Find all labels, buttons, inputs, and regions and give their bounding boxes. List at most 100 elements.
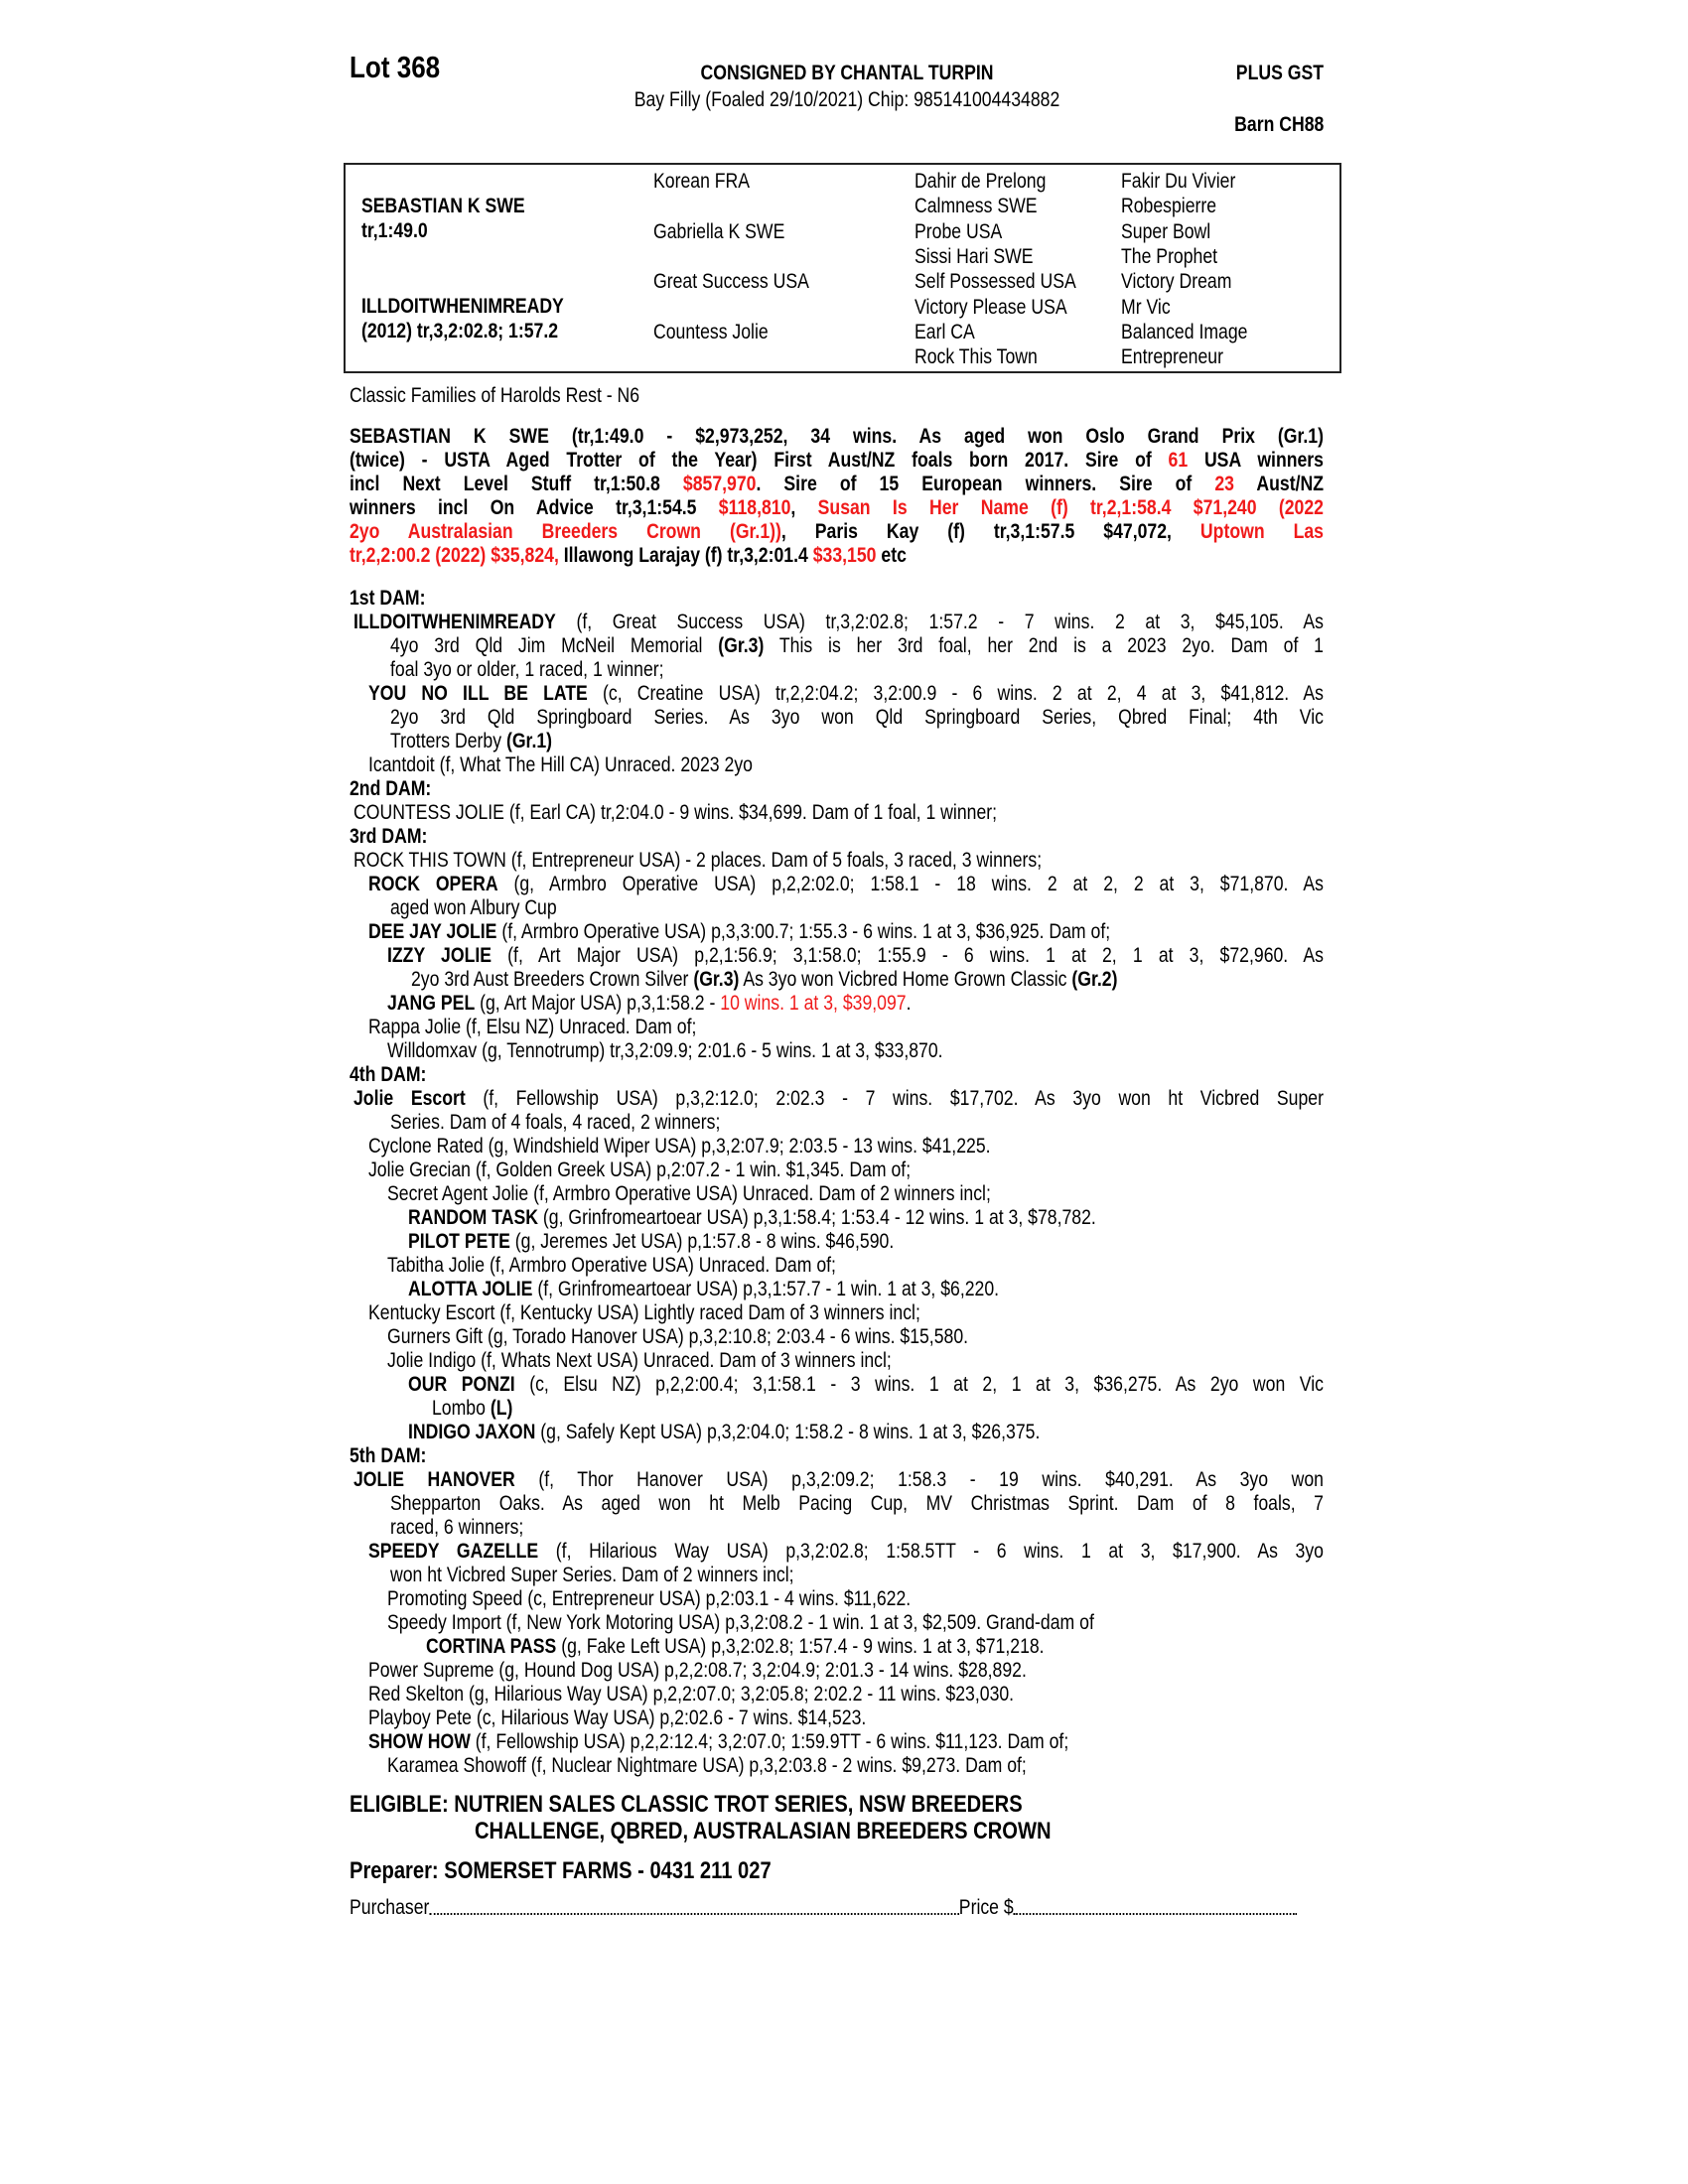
text-line: JANG PEL (g, Art Major USA) p,3,1:58.2 -… xyxy=(387,992,1324,1016)
bold-text: SPEEDY GAZELLE xyxy=(367,1540,539,1563)
highlight-text: 23 xyxy=(1214,473,1234,495)
text-line: (twice) - USTA Aged Trotter of the Year)… xyxy=(350,449,1324,473)
dam-heading: 4th DAM: xyxy=(350,1063,427,1086)
horse-description: Bay Filly (Foaled 29/10/2021) Chip: 9851… xyxy=(633,88,1060,111)
pedigree-gen2-ancestor: Great Success USA xyxy=(653,270,809,294)
lot-number: Lot 368 xyxy=(350,50,441,84)
bold-text: (Gr.3) xyxy=(693,968,740,991)
text-run: Series. Dam of 4 foals, 4 raced, 2 winne… xyxy=(389,1111,721,1134)
bold-text: , xyxy=(790,496,818,519)
text-line: PILOT PETE (g, Jeremes Jet USA) p,1:57.8… xyxy=(408,1230,1324,1254)
dam-record: (2012) tr,3,2:02.8; 1:57.2 xyxy=(361,320,559,342)
text-run: aged won Albury Cup xyxy=(389,896,557,919)
text-line: Trotters Derby (Gr.1) xyxy=(390,730,1324,753)
bold-text: Aust/NZ xyxy=(1233,473,1325,495)
bold-text: etc xyxy=(876,544,907,567)
text-line: Shepparton Oaks. As aged won ht Melb Pac… xyxy=(390,1492,1324,1516)
pedigree-gen3-ancestor: Calmness SWE xyxy=(914,195,1038,218)
text-line: Promoting Speed (c, Entrepreneur USA) p,… xyxy=(387,1587,1324,1611)
text-run: Shepparton Oaks. As aged won ht Melb Pac… xyxy=(389,1492,1324,1515)
sire-record: tr,1:49.0 xyxy=(361,219,428,242)
text-line: Cyclone Rated (g, Windshield Wiper USA) … xyxy=(368,1135,1324,1159)
dam-heading: 3rd DAM: xyxy=(350,825,428,848)
highlight-text: 2yo Australasian Breeders Crown (Gr.1)) xyxy=(350,520,781,543)
highlight-text: Susan Is Her Name (f) tr,2,1:58.4 $71,24… xyxy=(817,496,1324,519)
text-run: ROCK THIS TOWN (f, Entrepreneur USA) - 2… xyxy=(352,849,1043,872)
pedigree-gen4-ancestor: Balanced Image xyxy=(1121,320,1248,343)
text-line: Karamea Showoff (f, Nuclear Nightmare US… xyxy=(387,1754,1324,1778)
bold-text: INDIGO JAXON xyxy=(407,1421,536,1443)
text-run: Kentucky Escort (f, Kentucky USA) Lightl… xyxy=(367,1301,920,1324)
text-run: Playboy Pete (c, Hilarious Way USA) p,2:… xyxy=(367,1706,867,1729)
text-line: DEE JAY JOLIE (f, Armbro Operative USA) … xyxy=(368,920,1324,944)
price-field[interactable] xyxy=(1013,1896,1298,1915)
bold-text: (L) xyxy=(490,1397,513,1420)
text-run: (g, Safely Kept USA) p,3,2:04.0; 1:58.2 … xyxy=(535,1421,1041,1443)
pedigree-gen3-ancestor: Sissi Hari SWE xyxy=(914,244,1034,268)
consignor: CONSIGNED BY CHANTAL TURPIN xyxy=(700,62,994,84)
pedigree-gen3-ancestor: Dahir de Prelong xyxy=(914,170,1047,193)
text-line: 4yo 3rd Qld Jim McNeil Memorial (Gr.3) T… xyxy=(390,634,1324,658)
text-line: Tabitha Jolie (f, Armbro Operative USA) … xyxy=(387,1254,1324,1278)
pedigree-gen3-ancestor: Probe USA xyxy=(914,219,1003,243)
eligible-line-2: CHALLENGE, QBRED, AUSTRALASIAN BREEDERS … xyxy=(475,1818,1052,1844)
text-run: Trotters Derby xyxy=(389,730,506,752)
text-line: SHOW HOW (f, Fellowship USA) p,2,2:12.4;… xyxy=(368,1730,1324,1754)
pedigree-gen4-ancestor: Mr Vic xyxy=(1121,295,1171,319)
text-line: ROCK OPERA (g, Armbro Operative USA) p,2… xyxy=(368,873,1324,896)
pedigree-gen2-ancestor: Gabriella K SWE xyxy=(653,219,785,243)
text-run: (f, Thor Hanover USA) p,3,2:09.2; 1:58.3… xyxy=(514,1468,1324,1491)
pedigree-gen2-ancestor: Countess Jolie xyxy=(653,320,769,343)
sire-paragraph: SEBASTIAN K SWE (tr,1:49.0 - $2,973,252,… xyxy=(350,425,1324,568)
gst-note: PLUS GST xyxy=(1235,62,1324,84)
dam-heading: 5th DAM: xyxy=(350,1444,427,1467)
text-line: ROCK THIS TOWN (f, Entrepreneur USA) - 2… xyxy=(353,849,1324,873)
text-line: YOU NO ILL BE LATE (c, Creatine USA) tr,… xyxy=(368,682,1324,706)
sire-name: SEBASTIAN K SWE xyxy=(361,195,525,217)
bold-text: JOLIE HANOVER xyxy=(352,1468,515,1491)
bold-text: (Gr.1) xyxy=(505,730,553,752)
text-line: CORTINA PASS (g, Fake Left USA) p,3,2:02… xyxy=(426,1635,1324,1659)
text-run: Secret Agent Jolie (f, Armbro Operative … xyxy=(386,1182,991,1205)
text-line: SPEEDY GAZELLE (f, Hilarious Way USA) p,… xyxy=(368,1540,1324,1564)
text-line: Series. Dam of 4 foals, 4 raced, 2 winne… xyxy=(390,1111,1324,1135)
text-run: Power Supreme (g, Hound Dog USA) p,2,2:0… xyxy=(367,1659,1027,1682)
purchase-line: Purchaser Price $ xyxy=(350,1896,1298,1920)
text-run: Lombo xyxy=(431,1397,491,1420)
pedigree-gen3-ancestor: Rock This Town xyxy=(914,345,1038,369)
text-line: Willdomxav (g, Tennotrump) tr,3,2:09.9; … xyxy=(387,1039,1324,1063)
pedigree-gen3-ancestor: Earl CA xyxy=(914,320,975,343)
purchaser-label: Purchaser xyxy=(350,1896,430,1919)
text-run: (c, Elsu NZ) p,2,2:00.4; 3,1:58.1 - 3 wi… xyxy=(514,1373,1324,1396)
text-line: IZZY JOLIE (f, Art Major USA) p,2,1:56.9… xyxy=(387,944,1324,968)
text-line: tr,2,2:00.2 (2022) $35,824, Illawong Lar… xyxy=(350,544,1324,568)
pedigree-gen3-ancestor: Self Possessed USA xyxy=(914,270,1076,294)
text-run: foal 3yo or older, 1 raced, 1 winner; xyxy=(389,658,664,681)
bold-text: OUR PONZI xyxy=(407,1373,515,1396)
bold-text: Jolie Escort xyxy=(352,1087,466,1110)
text-run: Karamea Showoff (f, Nuclear Nightmare US… xyxy=(386,1754,1027,1777)
bold-text: winners incl On Advice tr,3,1:54.5 xyxy=(350,496,719,519)
bold-text: DEE JAY JOLIE xyxy=(367,920,497,943)
text-run: (g, Jeremes Jet USA) p,1:57.8 - 8 wins. … xyxy=(509,1230,895,1253)
bold-text: RANDOM TASK xyxy=(407,1206,538,1229)
highlight-text: $118,810 xyxy=(718,496,791,519)
bold-text: , Paris Kay (f) tr,3,1:57.5 $47,072, xyxy=(780,520,1200,543)
text-line: Jolie Grecian (f, Golden Greek USA) p,2:… xyxy=(368,1159,1324,1182)
text-line: raced, 6 winners; xyxy=(390,1516,1324,1540)
text-run: . xyxy=(906,992,912,1015)
text-run: As 3yo won Vicbred Home Grown Classic xyxy=(739,968,1072,991)
text-line: JOLIE HANOVER (f, Thor Hanover USA) p,3,… xyxy=(353,1468,1324,1492)
pedigree-gen4-ancestor: Fakir Du Vivier xyxy=(1121,170,1236,193)
purchaser-field[interactable] xyxy=(429,1896,959,1915)
bold-text: SEBASTIAN K SWE (tr,1:49.0 - $2,973,252,… xyxy=(350,425,1324,448)
bold-text: YOU NO ILL BE LATE xyxy=(367,682,588,705)
pedigree-gen4-ancestor: The Prophet xyxy=(1121,244,1218,268)
text-run: (g, Fake Left USA) p,3,2:02.8; 1:57.4 - … xyxy=(556,1635,1045,1658)
bold-text: . Sire of 15 European winners. Sire of xyxy=(756,473,1215,495)
pedigree-gen4-ancestor: Super Bowl xyxy=(1121,219,1211,243)
pedigree-gen4-ancestor: Robespierre xyxy=(1121,195,1217,218)
bold-text: JANG PEL xyxy=(386,992,476,1015)
text-run: (f, Art Major USA) p,2,1:56.9; 3,1:58.0;… xyxy=(492,944,1324,967)
highlight-text: Uptown Las xyxy=(1199,520,1324,543)
